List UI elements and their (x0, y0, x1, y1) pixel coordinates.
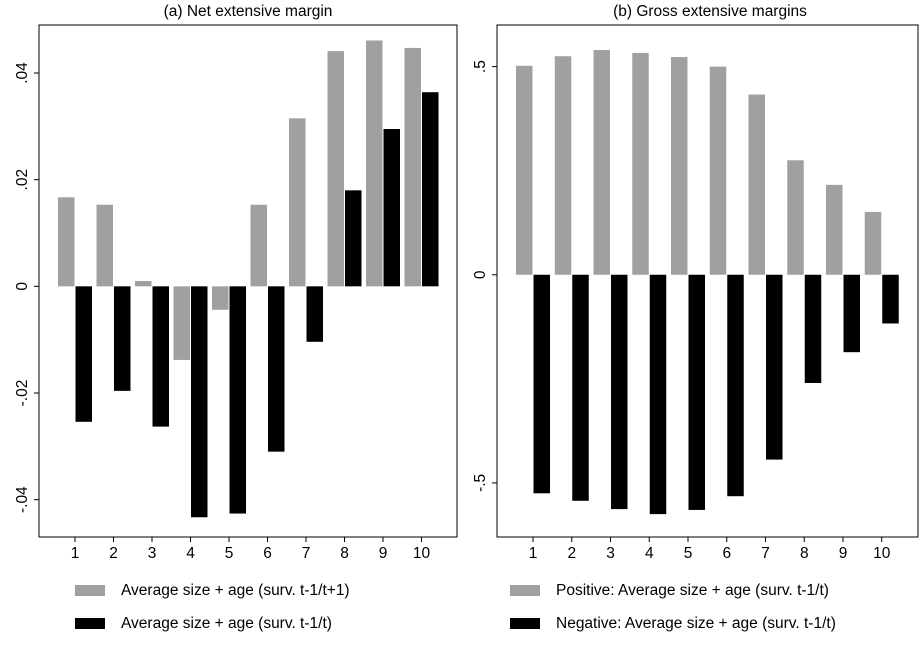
x-tick-label: 4 (645, 545, 654, 562)
bar-gray (366, 40, 383, 287)
x-tick-label: 7 (761, 545, 770, 562)
bar-black (75, 286, 92, 422)
x-tick-label: 8 (340, 545, 349, 562)
bar-gray (787, 160, 804, 275)
bar-gray (173, 286, 190, 360)
bar-black (422, 92, 439, 287)
bar-gray (632, 52, 649, 275)
bar-gray (826, 184, 843, 275)
bar-black (649, 274, 667, 515)
panel-gross-extensive-margins: (b) Gross extensive margins -.5 0 .5 1 2 3 4 5 6… (472, 3, 919, 562)
bar-black (268, 286, 285, 452)
x-tick-label: 3 (148, 545, 157, 562)
panel-a-title: (a) Net extensive margin (164, 3, 333, 20)
bar-gray (135, 281, 152, 287)
bar-black (533, 274, 550, 494)
bar-gray (404, 47, 421, 287)
legend-label: Average size + age (surv. t-1/t) (121, 615, 332, 632)
bar-gray (250, 204, 267, 287)
y-tick-label: 0 (472, 270, 489, 279)
x-tick-label: 5 (684, 545, 693, 562)
bar-gray (554, 56, 572, 275)
y-tick-label: .5 (472, 60, 489, 73)
bar-black (843, 274, 860, 353)
y-tick-label: -.5 (472, 474, 489, 492)
y-tick-label: .02 (14, 169, 31, 191)
panel-b-title: (b) Gross extensive margins (613, 3, 807, 20)
legend-item: Average size + age (surv. t-1/t) (75, 613, 350, 635)
x-tick-label: 6 (722, 545, 731, 562)
bar-gray (212, 286, 229, 310)
x-tick-label: 9 (839, 545, 848, 562)
bar-black (191, 286, 208, 518)
bar-gray (289, 118, 306, 287)
x-tick-label: 4 (186, 545, 195, 562)
legend-panel-a: Average size + age (surv. t-1/t+1) Avera… (75, 580, 350, 646)
x-tick-label: 6 (263, 545, 272, 562)
bar-black (152, 286, 169, 427)
legend-item: Negative: Average size + age (surv. t-1/… (510, 613, 836, 635)
legend-item: Positive: Average size + age (surv. t-1/… (510, 580, 836, 602)
legend-label: Positive: Average size + age (surv. t-1/… (556, 582, 829, 599)
bar-black (688, 274, 705, 510)
x-tick-label: 5 (225, 545, 234, 562)
x-tick-label: 1 (529, 545, 538, 562)
bar-black (345, 190, 362, 287)
bar-black (383, 129, 400, 287)
x-tick-label: 2 (109, 545, 118, 562)
legend-swatch-gray (75, 585, 105, 596)
bar-gray (864, 211, 882, 275)
legend-swatch-black (510, 618, 540, 629)
legend-label: Average size + age (surv. t-1/t+1) (121, 582, 350, 599)
x-tick-label: 3 (606, 545, 615, 562)
x-tick-label: 10 (873, 545, 891, 562)
bar-black (611, 274, 628, 510)
bar-black (727, 274, 744, 497)
x-tick-label: 8 (800, 545, 809, 562)
y-tick-label: 0 (14, 282, 31, 291)
x-tick-label: 10 (413, 545, 431, 562)
y-tick-label: .04 (14, 62, 31, 84)
bar-black (882, 274, 899, 324)
plot-frame (496, 24, 919, 538)
plot-frame (38, 24, 458, 538)
panel-a-plot: -.04 -.02 0 .02 .04 1 2 3 4 5 6 7 8 9 10 (14, 24, 458, 562)
legend-swatch-black (75, 618, 105, 629)
bar-black (804, 274, 822, 383)
bar-gray (748, 94, 765, 275)
bar-gray (593, 49, 610, 275)
legend-label: Negative: Average size + age (surv. t-1/… (556, 615, 836, 632)
bar-gray (96, 204, 113, 287)
bar-gray (671, 57, 688, 275)
x-tick-label: 9 (379, 545, 388, 562)
bar-black (766, 274, 783, 460)
panel-net-extensive-margin: (a) Net extensive margin -.04 -.02 0 .02 .04… (14, 3, 458, 562)
x-tick-label: 2 (567, 545, 576, 562)
y-tick-label: -.02 (14, 380, 31, 407)
legend-swatch-gray (510, 585, 540, 596)
bar-black (306, 286, 323, 342)
bar-gray (516, 65, 533, 275)
bar-gray (58, 197, 75, 287)
y-tick-label: -.04 (14, 486, 31, 513)
x-tick-label: 7 (302, 545, 311, 562)
bar-black (229, 286, 246, 514)
bar-black (114, 286, 131, 391)
bar-gray (709, 66, 727, 275)
bar-gray (327, 51, 344, 287)
legend-panel-b: Positive: Average size + age (surv. t-1/… (510, 580, 836, 646)
legend-item: Average size + age (surv. t-1/t+1) (75, 580, 350, 602)
x-tick-label: 1 (71, 545, 80, 562)
bar-black (572, 274, 589, 501)
panel-b-plot: -.5 0 .5 1 2 3 4 5 6 7 8 9 10 (472, 24, 919, 562)
